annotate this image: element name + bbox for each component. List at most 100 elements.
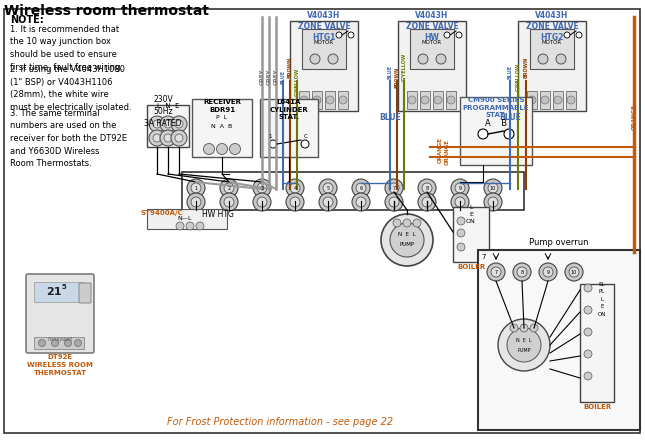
- Text: N  E  L: N E L: [516, 337, 532, 342]
- Circle shape: [478, 129, 488, 139]
- Bar: [34, 282, 84, 302]
- Bar: [299, 91, 309, 109]
- Circle shape: [176, 222, 184, 230]
- Bar: [290, 21, 358, 111]
- Bar: [518, 21, 586, 111]
- Text: 2: 2: [228, 186, 230, 190]
- Circle shape: [153, 120, 161, 128]
- Circle shape: [436, 54, 446, 64]
- Circle shape: [220, 193, 238, 211]
- Circle shape: [569, 267, 579, 277]
- Circle shape: [75, 340, 81, 346]
- Text: L
E
ON: L E ON: [466, 205, 476, 224]
- Text: 2. If using the V4043H1080
(1" BSP) or V4043H1106
(28mm), the white wire
must be: 2. If using the V4043H1080 (1" BSP) or V…: [10, 65, 132, 111]
- Circle shape: [584, 372, 592, 380]
- Circle shape: [488, 183, 498, 193]
- Text: 7: 7: [392, 186, 395, 190]
- Circle shape: [385, 193, 403, 211]
- Circle shape: [507, 328, 541, 362]
- Circle shape: [175, 120, 183, 128]
- Circle shape: [538, 54, 548, 64]
- Circle shape: [348, 32, 354, 38]
- Circle shape: [556, 54, 566, 64]
- FancyBboxPatch shape: [79, 283, 91, 303]
- Circle shape: [418, 54, 428, 64]
- Circle shape: [584, 306, 592, 314]
- Circle shape: [389, 197, 399, 207]
- Circle shape: [539, 263, 557, 281]
- Circle shape: [356, 197, 366, 207]
- Bar: [478, 250, 640, 430]
- Circle shape: [455, 197, 465, 207]
- Text: HW HTG: HW HTG: [202, 210, 234, 219]
- Circle shape: [422, 183, 432, 193]
- Circle shape: [336, 32, 342, 38]
- Circle shape: [528, 96, 536, 104]
- Bar: [446, 91, 456, 109]
- Bar: [530, 29, 574, 69]
- Text: 1. It is recommended that
the 10 way junction box
should be used to ensure
first: 1. It is recommended that the 10 way jun…: [10, 25, 123, 72]
- Text: DT92E
WIRELESS ROOM
THERMOSTAT: DT92E WIRELESS ROOM THERMOSTAT: [27, 354, 93, 376]
- Circle shape: [390, 223, 424, 257]
- Circle shape: [455, 183, 465, 193]
- Text: Pump overrun: Pump overrun: [530, 238, 589, 247]
- Circle shape: [323, 197, 333, 207]
- Circle shape: [513, 263, 531, 281]
- FancyBboxPatch shape: [26, 274, 94, 353]
- Text: V4043H
ZONE VALVE
HW: V4043H ZONE VALVE HW: [406, 11, 459, 42]
- Circle shape: [186, 222, 194, 230]
- Circle shape: [541, 96, 549, 104]
- Bar: [147, 105, 189, 147]
- Circle shape: [418, 179, 436, 197]
- Circle shape: [224, 183, 234, 193]
- Circle shape: [171, 116, 187, 132]
- Circle shape: [520, 324, 528, 332]
- Circle shape: [160, 116, 176, 132]
- Text: V4043H
ZONE VALVE
HTG1: V4043H ZONE VALVE HTG1: [297, 11, 350, 42]
- Circle shape: [52, 340, 59, 346]
- Text: 8: 8: [426, 186, 428, 190]
- Text: BLUE: BLUE: [281, 70, 286, 84]
- Circle shape: [451, 179, 469, 197]
- Circle shape: [257, 197, 267, 207]
- Text: 230V
50Hz
3A RATED: 230V 50Hz 3A RATED: [144, 95, 182, 127]
- Circle shape: [290, 183, 300, 193]
- Text: 1: 1: [194, 186, 197, 190]
- Text: MOTOR: MOTOR: [422, 41, 442, 46]
- Bar: [553, 91, 563, 109]
- Circle shape: [339, 96, 347, 104]
- Bar: [453, 207, 489, 262]
- Text: 4: 4: [293, 186, 297, 190]
- Circle shape: [564, 32, 570, 38]
- Circle shape: [484, 193, 502, 211]
- Bar: [566, 91, 576, 109]
- Circle shape: [323, 183, 333, 193]
- Circle shape: [498, 319, 550, 371]
- Circle shape: [160, 130, 176, 146]
- Circle shape: [491, 267, 501, 277]
- Bar: [312, 91, 322, 109]
- Text: N—L: N—L: [178, 216, 192, 222]
- Bar: [302, 29, 346, 69]
- Text: 1: 1: [268, 134, 272, 139]
- Text: 3. The same terminal
numbers are used on the
receiver for both the DT92E
and Y66: 3. The same terminal numbers are used on…: [10, 109, 127, 168]
- Circle shape: [393, 219, 401, 227]
- Bar: [338, 91, 348, 109]
- Circle shape: [300, 96, 308, 104]
- Circle shape: [164, 134, 172, 142]
- Text: N  A  B: N A B: [212, 124, 233, 129]
- Text: 5: 5: [62, 284, 66, 290]
- Text: L  N  E: L N E: [157, 103, 179, 109]
- Bar: [407, 91, 417, 109]
- Circle shape: [220, 179, 238, 197]
- Bar: [182, 172, 524, 210]
- Circle shape: [224, 197, 234, 207]
- Circle shape: [253, 179, 271, 197]
- Bar: [420, 91, 430, 109]
- Circle shape: [385, 179, 403, 197]
- Circle shape: [457, 243, 465, 251]
- Text: V4043H
ZONE VALVE
HTG2: V4043H ZONE VALVE HTG2: [526, 11, 579, 42]
- Text: RECEIVER
BDR91: RECEIVER BDR91: [203, 99, 241, 113]
- Text: GREY: GREY: [266, 69, 272, 85]
- Text: BLUE: BLUE: [499, 113, 521, 122]
